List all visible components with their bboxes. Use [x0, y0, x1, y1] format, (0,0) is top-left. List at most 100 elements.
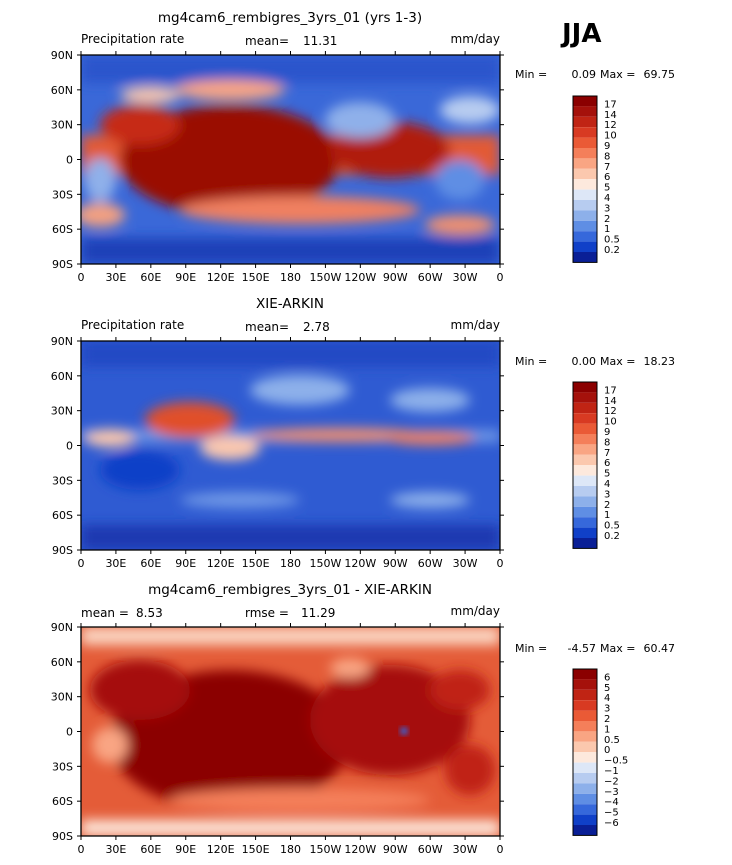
colorbar-label: 7	[604, 448, 610, 459]
units-label: mm/day	[451, 318, 501, 332]
lon-axis: 0 30E 60E 90E 120E 150E 180 150W 120W 90W 60W 30W 0	[78, 623, 504, 856]
lat-tick-label: 60S	[52, 509, 73, 522]
colorbar-swatch	[573, 721, 597, 732]
colorbar-label: 2	[604, 714, 610, 725]
colorbar-label: 6	[604, 672, 610, 683]
max-value: 18.23	[644, 355, 676, 368]
lon-tick-label: 90W	[383, 271, 408, 284]
lat-tick-label: 30N	[51, 405, 73, 418]
colorbar-swatch	[573, 486, 597, 497]
lat-tick-label: 30N	[51, 691, 73, 704]
lat-tick-label: 90S	[52, 544, 73, 557]
min-label: Min =	[515, 68, 547, 81]
lat-tick-label: 0	[66, 440, 73, 453]
colorbar-label: 10	[604, 131, 617, 142]
lon-tick-label: 150W	[309, 271, 341, 284]
colorbar-label: 3	[604, 489, 610, 500]
lat-tick-label: 0	[66, 726, 73, 739]
mean-label: mean=	[245, 320, 289, 334]
lat-axis: 90N 60N 30N 0 30S 60S 90S	[51, 621, 504, 843]
colorbar-swatch	[573, 423, 597, 434]
colorbar-label: 9	[604, 427, 610, 438]
lon-tick-label: 60W	[418, 271, 443, 284]
lat-tick-label: 60N	[51, 84, 73, 97]
lon-tick-label: 30E	[105, 557, 126, 570]
colorbar-label: 8	[604, 151, 610, 162]
max-value: 69.75	[644, 68, 676, 81]
mean-label: mean =	[81, 606, 129, 620]
lat-tick-label: 0	[66, 154, 73, 167]
lat-tick-label: 90N	[51, 621, 73, 634]
lon-tick-label: 90W	[383, 843, 408, 856]
colorbar-label: −1	[604, 766, 619, 777]
colorbar-swatch	[573, 496, 597, 507]
lat-axis: 90N 60N 30N 0 30S 60S 90S	[51, 335, 504, 557]
panel-observations: XIE-ARKIN Precipitation rate mean= 2.78 …	[51, 296, 675, 570]
colorbar-label: 0.5	[604, 521, 620, 532]
colorbar-swatch	[573, 200, 597, 211]
lat-tick-label: 30S	[52, 474, 73, 487]
colorbar-label: 2	[604, 500, 610, 511]
lat-tick-label: 30S	[52, 760, 73, 773]
map-field	[81, 55, 500, 264]
colorbar-swatch	[573, 475, 597, 486]
colorbar-swatch	[573, 127, 597, 138]
panel-model: mg4cam6_rembigres_3yrs_01 (yrs 1-3) Prec…	[51, 10, 675, 284]
colorbar-swatch	[573, 434, 597, 445]
colorbar-swatch	[573, 220, 597, 232]
colorbar-label: 3	[604, 704, 610, 715]
colorbar-label: 10	[604, 417, 617, 428]
colorbar-label: 4	[604, 193, 610, 204]
colorbar-swatch	[573, 710, 597, 721]
colorbar-swatch	[573, 741, 597, 753]
colorbar-label: 7	[604, 162, 610, 173]
min-label: Min =	[515, 642, 547, 655]
lon-tick-label: 30W	[453, 843, 478, 856]
lon-tick-label: 60E	[140, 843, 161, 856]
lon-tick-label: 150W	[309, 843, 341, 856]
units-label: mm/day	[451, 32, 501, 46]
colorbar-label: 5	[604, 469, 610, 480]
colorbar-label: −6	[604, 818, 619, 829]
lat-tick-label: 90N	[51, 49, 73, 62]
colorbar-label: 12	[604, 120, 617, 131]
max-value: 60.47	[644, 642, 676, 655]
colorbar-label: 14	[604, 110, 617, 121]
lon-tick-label: 0	[78, 557, 85, 570]
colorbar-swatch	[573, 402, 597, 414]
lon-tick-label: 0	[497, 271, 504, 284]
lat-tick-label: 90S	[52, 258, 73, 271]
colorbar-label: −5	[604, 808, 619, 819]
min-value: 0.00	[572, 355, 597, 368]
colorbar-swatch	[573, 382, 597, 393]
colorbar-swatch	[573, 752, 597, 763]
lon-tick-label: 180	[280, 843, 301, 856]
lon-tick-label: 90E	[175, 557, 196, 570]
lon-tick-label: 0	[78, 843, 85, 856]
colorbar-label: 2	[604, 214, 610, 225]
lon-tick-label: 120W	[344, 271, 376, 284]
colorbar-label: 5	[604, 183, 610, 194]
colorbar-label: 17	[604, 385, 617, 396]
colorbar-swatch	[573, 189, 597, 200]
colorbar-swatch	[573, 700, 597, 711]
lon-tick-label: 120E	[207, 271, 235, 284]
units-label: mm/day	[451, 604, 501, 618]
colorbar-label: 9	[604, 141, 610, 152]
lon-tick-label: 180	[280, 557, 301, 570]
panel-title: mg4cam6_rembigres_3yrs_01 - XIE-ARKIN	[148, 582, 432, 598]
mean-value: 11.31	[303, 34, 337, 48]
rmse-label: rmse =	[245, 606, 289, 620]
variable-label: Precipitation rate	[81, 32, 184, 46]
lat-tick-label: 60S	[52, 223, 73, 236]
colorbar-frame	[572, 95, 598, 263]
lon-tick-label: 30E	[105, 843, 126, 856]
mean-value: 8.53	[136, 606, 163, 620]
lat-tick-label: 90N	[51, 335, 73, 348]
colorbar-swatch	[573, 231, 597, 242]
colorbar-swatch	[573, 689, 597, 701]
lon-tick-label: 150E	[242, 843, 270, 856]
lat-tick-label: 30N	[51, 119, 73, 132]
colorbar-label: 6	[604, 172, 610, 183]
